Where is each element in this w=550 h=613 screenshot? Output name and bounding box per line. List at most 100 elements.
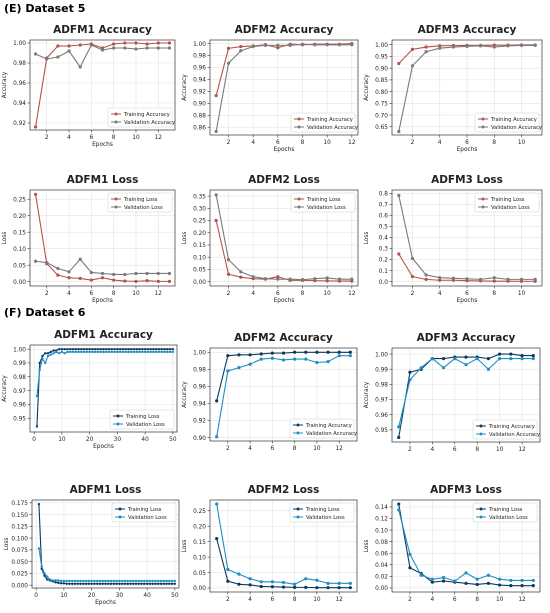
legend-box <box>290 192 356 213</box>
data-point <box>248 353 252 357</box>
data-point <box>348 354 352 358</box>
data-point <box>215 502 219 506</box>
data-point <box>33 125 38 129</box>
x-tick-label: 12 <box>348 291 356 297</box>
x-tick-label: 2 <box>227 291 231 297</box>
legend-marker <box>296 423 300 427</box>
y-tick-label: 0.25 <box>193 219 206 225</box>
data-point <box>156 41 160 45</box>
data-point <box>82 582 85 585</box>
data-point <box>304 585 308 589</box>
data-point <box>96 350 100 354</box>
data-point <box>276 277 280 281</box>
y-axis-label: Accuracy <box>182 74 188 101</box>
data-point <box>138 347 141 351</box>
data-point <box>251 44 255 49</box>
x-tick-label: 4 <box>251 291 255 297</box>
data-point <box>115 579 118 583</box>
legend-marker <box>116 422 120 426</box>
data-point <box>132 350 136 354</box>
legend-entry: Validation Accuracy <box>124 120 175 126</box>
data-point <box>519 43 524 47</box>
data-point <box>85 347 89 351</box>
data-point <box>78 65 82 69</box>
y-tick-label: 0.65 <box>375 125 388 131</box>
data-point <box>93 582 96 585</box>
x-tick-label: 12 <box>335 446 343 452</box>
y-tick-label: 0.05 <box>13 263 26 269</box>
data-point <box>498 352 502 356</box>
legend: Training Accuracy Validation Accuracy <box>289 418 357 439</box>
legend-box <box>109 409 175 430</box>
data-point <box>67 44 71 48</box>
data-point <box>71 579 74 583</box>
data-point <box>82 579 85 583</box>
data-point <box>99 350 102 354</box>
data-point <box>52 349 55 352</box>
data-point <box>520 578 524 583</box>
data-point <box>62 579 66 583</box>
y-tick-label: 0.75 <box>375 102 388 108</box>
data-point <box>498 357 502 361</box>
x-tick-label: 10 <box>132 291 140 297</box>
data-point <box>168 582 171 585</box>
data-point <box>337 350 341 354</box>
x-tick-label: 12 <box>155 135 163 141</box>
data-point <box>326 586 330 590</box>
data-point <box>163 347 166 351</box>
data-point <box>167 279 172 283</box>
x-axis-label: Epochs <box>274 298 295 304</box>
chart-title: ADFM2 Loss <box>248 174 320 186</box>
y-tick-label: 0.94 <box>193 78 206 84</box>
data-point <box>276 275 280 279</box>
data-point <box>424 273 428 277</box>
data-point <box>430 580 434 584</box>
data-point <box>441 366 446 370</box>
data-point <box>226 567 230 572</box>
chart-title: ADFM2 Loss <box>248 484 320 496</box>
x-tick-label: 40 <box>141 437 149 443</box>
data-point <box>123 582 127 585</box>
data-point <box>441 575 446 580</box>
data-point <box>124 350 127 354</box>
y-tick-label: 0.050 <box>11 560 28 566</box>
data-point <box>132 579 135 583</box>
x-tick-label: 2 <box>408 597 412 603</box>
data-point <box>49 353 53 356</box>
data-point <box>127 350 130 354</box>
data-point <box>120 582 124 585</box>
series-line <box>215 220 352 282</box>
data-point <box>90 582 93 585</box>
data-point <box>154 350 158 354</box>
legend-marker <box>114 120 118 124</box>
data-point <box>57 352 61 355</box>
legend-box <box>472 419 538 440</box>
y-tick-label: 0.96 <box>13 81 26 87</box>
x-tick-label: 0 <box>34 593 38 599</box>
data-point <box>479 277 483 281</box>
data-point <box>134 582 138 585</box>
data-point <box>93 579 96 583</box>
y-tick-label: 0.20 <box>193 524 206 530</box>
legend-entry: Training Loss <box>127 507 162 513</box>
y-tick-label: 0.05 <box>193 268 206 274</box>
y-tick-label: 0.12 <box>375 517 388 523</box>
data-point <box>67 270 71 274</box>
y-tick-label: 0.14 <box>375 505 388 511</box>
data-point <box>77 350 80 354</box>
plot-frame <box>209 39 359 136</box>
x-tick-label: 2 <box>411 291 415 297</box>
data-point <box>118 350 122 354</box>
data-point <box>506 277 510 281</box>
y-tick-label: 0.025 <box>11 572 28 578</box>
data-point <box>35 394 39 398</box>
data-point <box>37 503 41 506</box>
data-point <box>465 44 469 48</box>
y-tick-label: 0.92 <box>193 90 206 96</box>
data-point <box>145 42 149 46</box>
data-point <box>33 259 38 263</box>
data-point <box>78 276 82 281</box>
data-point <box>154 582 157 585</box>
data-point <box>101 579 104 583</box>
data-point <box>288 277 292 281</box>
